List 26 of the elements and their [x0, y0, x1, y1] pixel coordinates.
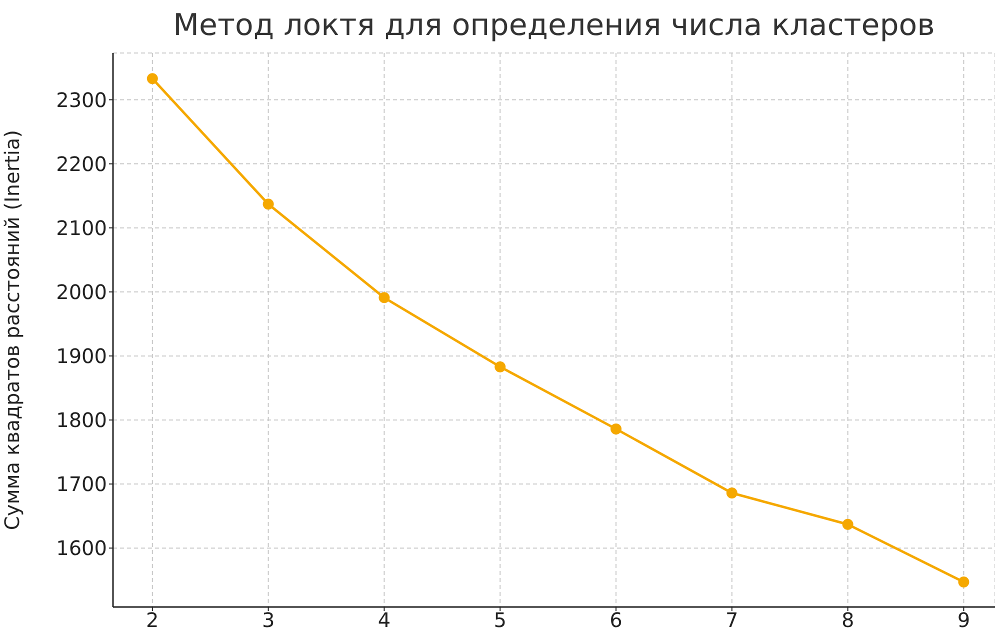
x-tick-label: 9	[957, 608, 970, 632]
point	[378, 292, 390, 304]
x-tick-label: 5	[494, 608, 506, 632]
y-tick-label: 2100	[56, 216, 107, 240]
y-tick-label: 1800	[56, 408, 107, 432]
chart-title: Метод локтя для определения числа кластеров	[172, 8, 936, 43]
x-tick-label: 7	[726, 608, 738, 632]
x-tick-label: 6	[610, 608, 622, 632]
point	[262, 198, 274, 210]
x-tick-label: 4	[378, 608, 391, 632]
point	[726, 488, 738, 498]
x-tick-label: 3	[262, 608, 275, 632]
point	[842, 518, 854, 530]
y-tick-label: 2300	[56, 88, 107, 112]
x-tick-label: 2	[146, 608, 159, 632]
y-tick-label: 1700	[56, 472, 107, 496]
point	[610, 423, 622, 434]
point	[146, 73, 158, 84]
point	[958, 576, 970, 588]
point	[494, 361, 506, 372]
y-tick-label: 2200	[56, 152, 107, 176]
y-tick-label: 1600	[56, 536, 107, 560]
y-tick-label: 1900	[56, 344, 107, 368]
y-axis-title: Сумма квадратов расстояний (Inertia)	[0, 130, 24, 530]
x-tick-label: 8	[841, 608, 854, 632]
y-tick-label: 2000	[56, 280, 107, 304]
